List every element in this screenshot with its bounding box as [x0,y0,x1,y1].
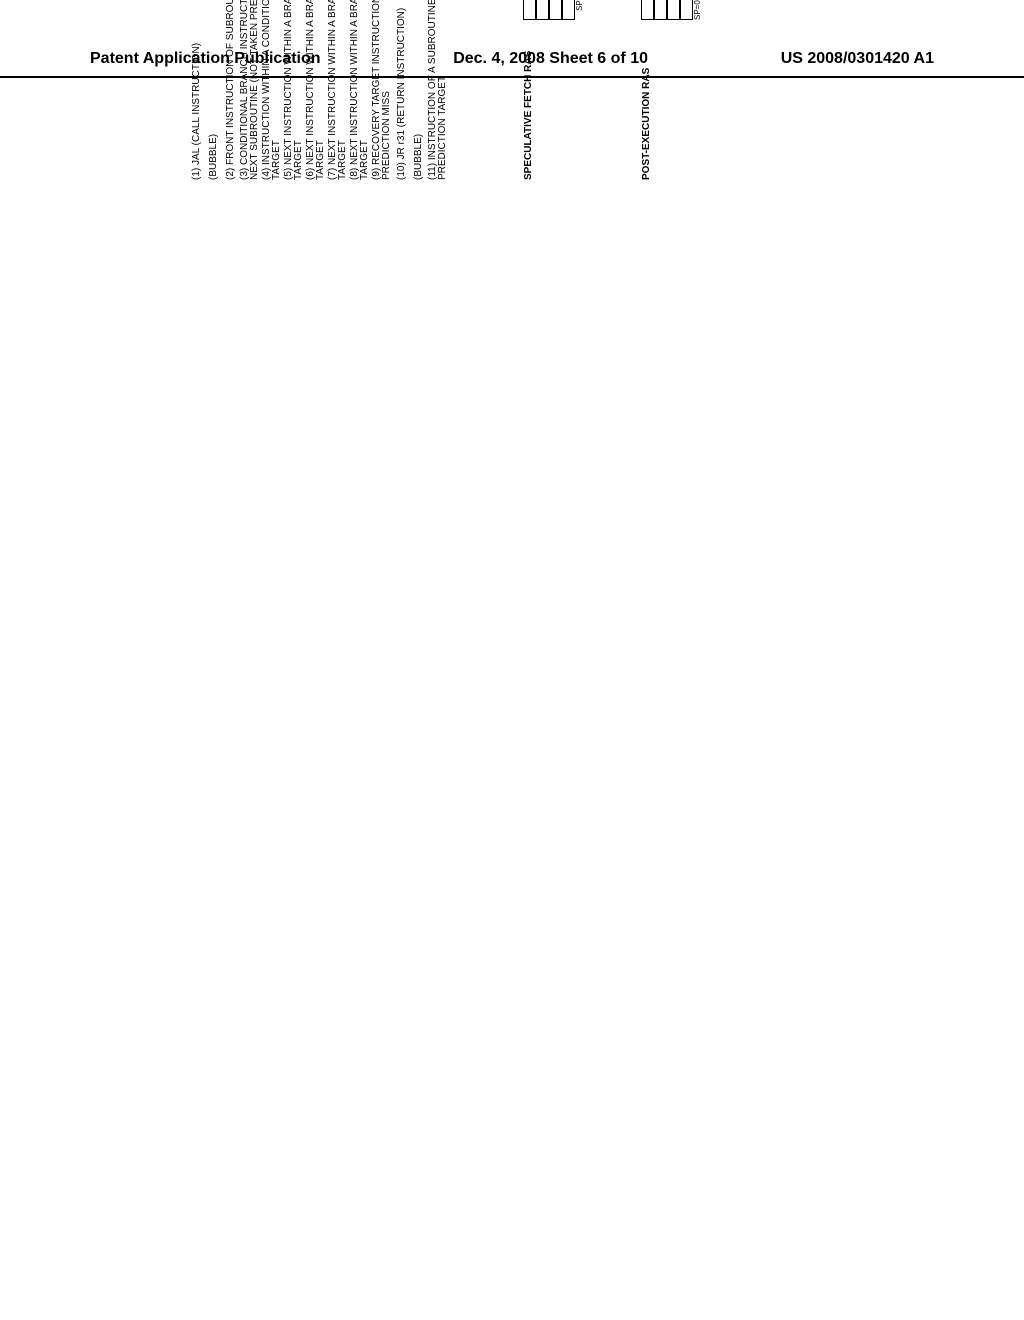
ras-cell [680,0,693,20]
pipeline-row: (1) JAL (CALL INSTRUCTION)IFIDISRFEXWBCO [189,0,205,180]
spec-ras-label: SPECULATIVE FETCH RAS [523,20,534,180]
pipeline-row: (5) NEXT INSTRUCTION WITHIN A BRANCH PRE… [284,0,305,180]
ras-cell [536,0,549,20]
pipeline-row: (BUBBLE) [411,0,427,180]
pipeline-row: (4) INSTRUCTION WITHIN A CONDITIONAL PRE… [262,0,283,180]
row-label: (10) JR r31 (RETURN INSTRUCTION) [397,0,408,180]
pipeline-row: (8) NEXT INSTRUCTION WITHIN A BRANCH PRE… [350,0,371,180]
pipeline-row: (3) CONDITIONAL BRANCH INSTRUCTION WITHI… [240,0,261,180]
row-label: (4) INSTRUCTION WITHIN A CONDITIONAL PRE… [262,0,283,180]
row-label: (5) NEXT INSTRUCTION WITHIN A BRANCH PRE… [284,0,305,180]
speculative-ras-section: SPECULATIVE FETCH RAS SP=0AddrSP=1AddrSP… [523,0,584,180]
figure-content: Fig. 6 PREDICTION DETERMINATION MISS OF … [130,0,880,180]
row-label: (BUBBLE) [209,0,220,180]
pipeline-row: (BUBBLE) [206,0,222,180]
ras-cell [654,0,667,20]
pipeline-row: (10) JR r31 (RETURN INSTRUCTION)IFIDISRF… [394,0,410,180]
ras-stack: SP=0 [523,0,584,20]
ras-cell [549,0,562,20]
row-label: (BUBBLE) [414,0,425,180]
pipeline-row: (6) NEXT INSTRUCTION WITHIN A BRANCH PRE… [306,0,327,180]
post-ras-stacks: SP=0 CP=0Addr0SP=1 CP=0Addr0SP=1 CP=1Add… [641,0,702,20]
post-ras-label: POST-EXECUTION RAS [641,20,652,180]
figure-title: Fig. 6 [130,0,161,180]
ras-pointer: SP=0 CP=0 [693,0,702,20]
row-label: (1) JAL (CALL INSTRUCTION) [192,0,203,180]
pipeline-row: (9) RECOVERY TARGET INSTRUCTION OF A BRA… [372,0,393,180]
ras-cell [667,0,680,20]
pipeline-row: (11) INSTRUCTION OF A SUBROUTINE RETURN … [428,0,449,180]
row-label: (11) INSTRUCTION OF A SUBROUTINE RETURN … [428,0,449,180]
pipeline-row: (7) NEXT INSTRUCTION WITHIN A BRANCH PRE… [328,0,349,180]
row-label: (2) FRONT INSTRUCTION OF SUBROUTINE [226,0,237,180]
ras-cell [523,0,536,20]
row-label: (9) RECOVERY TARGET INSTRUCTION OF A BRA… [372,0,393,180]
ras-cell [562,0,575,20]
row-label: (3) CONDITIONAL BRANCH INSTRUCTION WITHI… [240,0,261,180]
timing-rows: (1) JAL (CALL INSTRUCTION)IFIDISRFEXWBCO… [189,0,450,180]
row-label: (8) NEXT INSTRUCTION WITHIN A BRANCH PRE… [350,0,371,180]
row-label: (7) NEXT INSTRUCTION WITHIN A BRANCH PRE… [328,0,349,180]
pipeline-row: (2) FRONT INSTRUCTION OF SUBROUTINEIFIDI… [223,0,239,180]
ras-pointer: SP=0 [575,0,584,20]
post-ras-section: POST-EXECUTION RAS SP=0 CP=0Addr0SP=1 CP… [641,0,702,180]
ras-cell [641,0,654,20]
pipeline-diagram: PREDICTION DETERMINATION MISS OF A CONDI… [169,0,702,180]
ras-stack: SP=0 CP=0 [641,0,702,20]
row-label: (6) NEXT INSTRUCTION WITHIN A BRANCH PRE… [306,0,327,180]
spec-ras-stacks: SP=0AddrSP=1AddrSP=1AddrSP=1 SP=0 [523,0,584,20]
